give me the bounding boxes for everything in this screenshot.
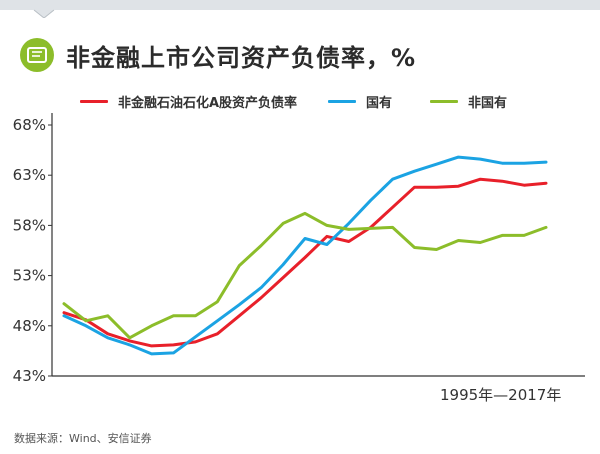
source-note: 数据来源：Wind、安信证券 xyxy=(14,432,152,445)
chart-legend: 非金融石油石化A股资产负债率 国有 非国有 xyxy=(80,92,590,114)
y-tick-label: 68% xyxy=(13,116,46,134)
legend-item-state-owned: 国有 xyxy=(328,92,392,111)
y-tick-label: 53% xyxy=(13,267,46,285)
series-line-2 xyxy=(62,211,548,340)
legend-label-listed: 非金融石油石化A股资产负债率 xyxy=(118,96,298,111)
legend-label-state-owned: 国有 xyxy=(366,96,393,111)
top-banner xyxy=(0,0,600,18)
y-tick-label: 48% xyxy=(13,317,46,335)
legend-swatch-red xyxy=(80,100,108,103)
legend-swatch-blue xyxy=(328,100,356,103)
legend-swatch-green xyxy=(430,100,458,103)
legend-item-listed: 非金融石油石化A股资产负债率 xyxy=(80,92,297,111)
y-tick-label: 43% xyxy=(13,367,46,385)
legend-item-non-state: 非国有 xyxy=(430,92,507,111)
legend-label-non-state: 非国有 xyxy=(468,96,508,111)
x-range-label: 1995年—2017年 xyxy=(440,386,562,404)
y-tick-label: 58% xyxy=(13,216,46,234)
chart-title: 非金融上市公司资产负债率，% xyxy=(66,44,417,72)
series-line-1 xyxy=(62,155,548,356)
series-line-0 xyxy=(62,177,548,348)
chart-book-icon xyxy=(20,38,54,72)
y-tick-label: 63% xyxy=(13,166,46,184)
